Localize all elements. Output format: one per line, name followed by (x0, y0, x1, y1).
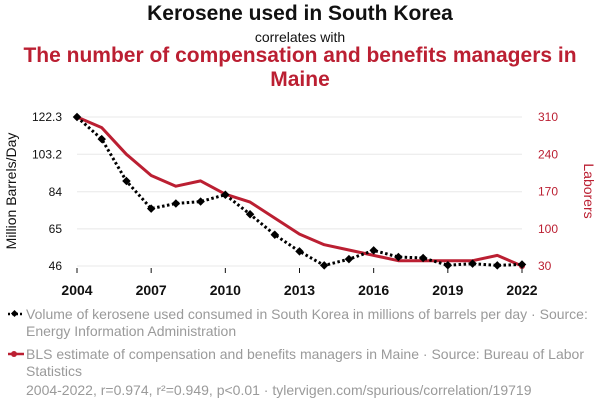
y-right-label: Laborers (581, 163, 597, 218)
x-axis-ticks: 2004 2007 2010 2013 2016 2019 2022 (61, 268, 538, 298)
x-tick-label: 2016 (358, 282, 389, 298)
data-point-kerosene (319, 261, 329, 270)
x-tick-label: 2007 (136, 282, 167, 298)
data-point-kerosene (196, 197, 205, 206)
legend-label-kerosene: Volume of kerosene used consumed in Sout… (26, 306, 588, 339)
series-line-labor (76, 115, 523, 268)
y-left-tick-label: 65 (49, 222, 63, 236)
data-point-kerosene (295, 247, 304, 256)
y-right-tick-label: 100 (538, 222, 558, 236)
data-point-kerosene (369, 246, 378, 255)
correlates-text: correlates with (254, 29, 346, 45)
data-point-kerosene (443, 260, 453, 270)
data-point-kerosene (146, 204, 156, 213)
data-point-kerosene (122, 176, 131, 186)
x-tick-label: 2010 (210, 282, 241, 298)
legend-swatch-dotted (8, 309, 24, 318)
y-left-tick-label: 103.2 (32, 147, 62, 161)
data-point-kerosene (493, 261, 502, 270)
y-right-tick-label: 170 (538, 185, 558, 199)
data-point-kerosene (72, 112, 82, 122)
y-left-tick-label: 122.3 (32, 110, 62, 124)
chart-plot: 2004 2007 2010 2013 2016 2019 2022 122.3 103.2 8… (3, 110, 597, 298)
y-right-tick-label: 240 (538, 147, 558, 161)
data-point-kerosene (171, 199, 181, 208)
data-point-kerosene (344, 254, 354, 264)
y-left-tick-label: 46 (49, 259, 63, 273)
legend-item-labor: BLS estimate of compensation and benefit… (8, 346, 593, 380)
y-right-tick-label: 30 (538, 259, 552, 273)
data-point-kerosene (270, 230, 280, 239)
y-left-tick-label: 84 (49, 185, 63, 199)
chart-subtitle: The number of compensation and benefits … (23, 44, 577, 91)
data-point-kerosene (245, 210, 255, 219)
x-tick-label: 2022 (506, 282, 537, 298)
y-left-ticks: 122.3 103.2 84 65 46 (32, 110, 62, 273)
data-point-kerosene (221, 190, 230, 199)
legend-label-labor: BLS estimate of compensation and benefit… (26, 346, 584, 379)
x-tick-label: 2004 (61, 282, 92, 298)
data-point-kerosene (97, 134, 106, 144)
gridlines (77, 116, 522, 267)
y-right-tick-label: 310 (538, 110, 558, 124)
y-left-label: Million Barrels/Day (3, 133, 19, 250)
data-point-kerosene (418, 253, 428, 263)
data-point-kerosene (468, 259, 477, 268)
series-line-kerosene (75, 115, 523, 268)
x-tick-label: 2019 (432, 282, 463, 298)
legend-swatch-solid (8, 351, 24, 357)
chart-title: Kerosene used in South Korea (147, 2, 453, 25)
legend-item-kerosene: Volume of kerosene used consumed in Sout… (8, 306, 593, 340)
footer-stats: 2004-2022, r=0.974, r²=0.949, p<0.01 · t… (26, 382, 532, 398)
x-tick-label: 2013 (284, 282, 315, 298)
y-right-ticks: 310 240 170 100 30 (538, 110, 558, 273)
series-kerosene (72, 112, 527, 270)
data-point-kerosene (517, 260, 527, 269)
